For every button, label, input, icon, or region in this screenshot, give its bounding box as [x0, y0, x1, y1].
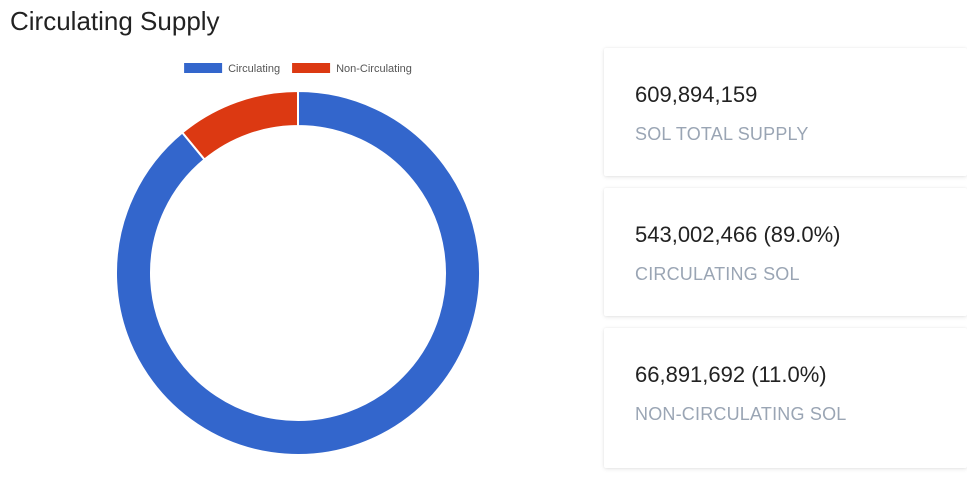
- total-supply-card: 609,894,159 SOL TOTAL SUPPLY: [604, 48, 967, 176]
- legend-swatch-circulating: [184, 63, 223, 73]
- circulating-value: 543,002,466 (89.0%): [635, 222, 841, 247]
- non-circulating-card: 66,891,692 (11.0%) NON-CIRCULATING SOL: [604, 328, 967, 468]
- total-supply-label: SOL TOTAL SUPPLY: [635, 124, 809, 144]
- donut-chart-svg: Circulating Non-Circulating: [115, 63, 481, 456]
- total-supply-value: 609,894,159: [635, 82, 758, 107]
- non-circulating-label: NON-CIRCULATING SOL: [635, 404, 847, 424]
- legend-label-non-circulating: Non-Circulating: [336, 63, 412, 75]
- page-title: Circulating Supply: [10, 6, 220, 36]
- slice-non-circulating: [180, 89, 299, 161]
- legend-swatch-non-circulating: [292, 63, 331, 73]
- chart-legend: Circulating Non-Circulating: [184, 63, 412, 75]
- slice-circulating: [115, 89, 481, 456]
- circulating-card: 543,002,466 (89.0%) CIRCULATING SOL: [604, 188, 967, 316]
- chart-slices: [115, 89, 481, 456]
- donut-chart: Circulating Non-Circulating: [0, 52, 600, 472]
- non-circulating-value: 66,891,692 (11.0%): [635, 362, 827, 387]
- legend-label-circulating: Circulating: [228, 63, 280, 75]
- supply-stats: 609,894,159 SOL TOTAL SUPPLY 543,002,466…: [604, 48, 967, 472]
- circulating-label: CIRCULATING SOL: [635, 264, 800, 284]
